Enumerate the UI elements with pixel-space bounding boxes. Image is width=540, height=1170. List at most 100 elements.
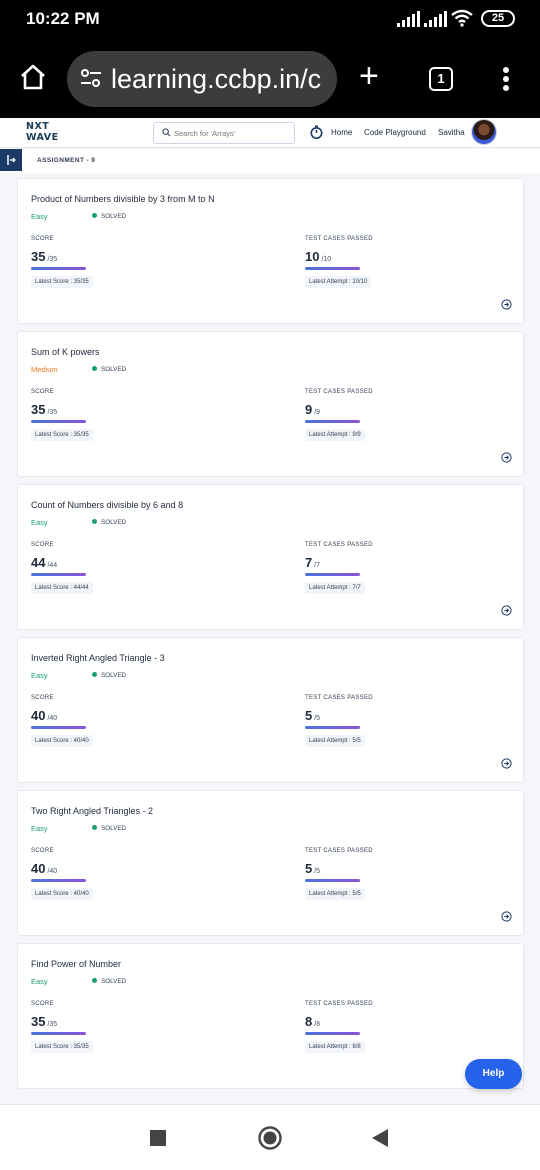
tests-value: 8/8 <box>305 1014 321 1029</box>
avatar[interactable] <box>471 119 497 145</box>
tests-label: TEST CASES PASSED <box>305 236 373 242</box>
score-label: SCORE <box>31 542 54 548</box>
question-card[interactable]: Find Power of Number Easy SOLVED SCORE T… <box>17 943 524 1089</box>
question-card[interactable]: Product of Numbers divisible by 3 from M… <box>17 178 524 324</box>
question-title[interactable]: Product of Numbers divisible by 3 from M… <box>31 194 215 204</box>
new-tab-button[interactable]: + <box>359 57 379 95</box>
help-button[interactable]: Help <box>465 1059 522 1089</box>
status-bar: 10:22 PM 25 <box>0 0 540 42</box>
search-input[interactable] <box>174 126 292 140</box>
question-card[interactable]: Count of Numbers divisible by 6 and 8 Ea… <box>17 484 524 630</box>
tests-value: 5/5 <box>305 708 321 723</box>
timer-icon[interactable] <box>310 125 323 139</box>
tests-progress-bar <box>305 726 360 729</box>
difficulty-label: Easy <box>31 977 48 986</box>
question-title[interactable]: Two Right Angled Triangles - 2 <box>31 806 154 816</box>
arrow-right-circle-icon[interactable] <box>501 911 512 922</box>
score-progress-bar <box>31 879 86 882</box>
question-card[interactable]: Two Right Angled Triangles - 2 Easy SOLV… <box>17 790 524 936</box>
question-card[interactable]: Inverted Right Angled Triangle - 3 Easy … <box>17 637 524 783</box>
tests-label: TEST CASES PASSED <box>305 1001 373 1007</box>
status-time: 10:22 PM <box>26 9 100 28</box>
url-text[interactable]: learning.ccbp.in/c <box>111 64 322 94</box>
status-badge: SOLVED <box>92 366 126 373</box>
tests-label: TEST CASES PASSED <box>305 389 373 395</box>
status-badge: SOLVED <box>92 978 126 985</box>
home-circle-icon[interactable] <box>258 1126 282 1150</box>
tests-progress-bar <box>305 267 360 270</box>
tests-label: TEST CASES PASSED <box>305 848 373 854</box>
arrow-right-circle-icon[interactable] <box>501 605 512 616</box>
latest-score-chip: Latest Score : 35/35 <box>31 1041 93 1053</box>
sub-header: ASSIGNMENT - 9 <box>0 149 540 173</box>
latest-attempt-chip: Latest Attempt : 8/8 <box>305 1041 365 1053</box>
score-label: SCORE <box>31 389 54 395</box>
user-name[interactable]: Savitha <box>438 128 465 137</box>
score-progress-bar <box>31 1032 86 1035</box>
nav-code-playground-link[interactable]: Code Playground <box>364 128 426 137</box>
difficulty-label: Easy <box>31 518 48 527</box>
tests-progress-bar <box>305 1032 360 1035</box>
latest-score-chip: Latest Score : 40/40 <box>31 735 93 747</box>
tests-progress-bar <box>305 573 360 576</box>
score-label: SCORE <box>31 848 54 854</box>
nxtwave-logo[interactable]: NXT WAVE <box>26 121 59 143</box>
score-value: 35/35 <box>31 1014 58 1029</box>
nav-home-link[interactable]: Home <box>331 128 353 137</box>
difficulty-label: Easy <box>31 671 48 680</box>
score-label: SCORE <box>31 695 54 701</box>
latest-score-chip: Latest Score : 40/40 <box>31 888 93 900</box>
latest-score-chip: Latest Score : 35/35 <box>31 276 93 288</box>
score-progress-bar <box>31 267 86 270</box>
wifi-icon <box>451 9 473 27</box>
browser-toolbar: learning.ccbp.in/c + 1 <box>0 42 540 118</box>
tests-value: 7/7 <box>305 555 321 570</box>
question-title[interactable]: Inverted Right Angled Triangle - 3 <box>31 653 165 663</box>
back-icon[interactable] <box>371 1129 389 1147</box>
difficulty-label: Medium <box>31 365 58 374</box>
tests-label: TEST CASES PASSED <box>305 695 373 701</box>
arrow-right-circle-icon[interactable] <box>501 452 512 463</box>
sidebar-toggle-button[interactable] <box>0 149 22 171</box>
difficulty-label: Easy <box>31 212 48 221</box>
site-settings-icon[interactable] <box>80 68 102 88</box>
arrow-right-circle-icon[interactable] <box>501 758 512 769</box>
site-header: NXT WAVE Home Code Playground Savitha <box>0 118 540 148</box>
browser-menu-icon[interactable] <box>503 67 509 94</box>
system-navigation-bar <box>0 1104 540 1170</box>
tests-label: TEST CASES PASSED <box>305 542 373 548</box>
tests-value: 9/9 <box>305 402 321 417</box>
score-value: 40/40 <box>31 708 58 723</box>
score-progress-bar <box>31 420 86 423</box>
tests-value: 10/10 <box>305 249 332 264</box>
signal-icon <box>397 11 420 27</box>
score-value: 40/40 <box>31 861 58 876</box>
score-label: SCORE <box>31 236 54 242</box>
latest-attempt-chip: Latest Attempt : 5/5 <box>305 888 365 900</box>
signal-icon <box>424 11 447 27</box>
question-title[interactable]: Sum of K powers <box>31 347 100 357</box>
recent-apps-icon[interactable] <box>150 1130 166 1146</box>
question-card[interactable]: Sum of K powers Medium SOLVED SCORE TEST… <box>17 331 524 477</box>
status-badge: SOLVED <box>92 519 126 526</box>
tab-switcher-button[interactable]: 1 <box>429 67 453 91</box>
arrow-right-circle-icon[interactable] <box>501 299 512 310</box>
address-bar[interactable]: learning.ccbp.in/c <box>67 51 337 107</box>
battery-indicator: 25 <box>481 10 515 27</box>
score-progress-bar <box>31 726 86 729</box>
question-title[interactable]: Find Power of Number <box>31 959 122 969</box>
score-label: SCORE <box>31 1001 54 1007</box>
score-value: 44/44 <box>31 555 58 570</box>
expand-sidebar-icon <box>7 155 16 165</box>
question-list: Product of Numbers divisible by 3 from M… <box>17 178 524 1096</box>
home-icon[interactable] <box>19 64 47 90</box>
search-icon <box>162 128 171 137</box>
latest-attempt-chip: Latest Attempt : 9/9 <box>305 429 365 441</box>
status-badge: SOLVED <box>92 825 126 832</box>
search-box[interactable] <box>153 122 295 144</box>
status-badge: SOLVED <box>92 213 126 220</box>
latest-attempt-chip: Latest Attempt : 10/10 <box>305 276 372 288</box>
score-value: 35/35 <box>31 402 58 417</box>
score-progress-bar <box>31 573 86 576</box>
question-title[interactable]: Count of Numbers divisible by 6 and 8 <box>31 500 184 510</box>
